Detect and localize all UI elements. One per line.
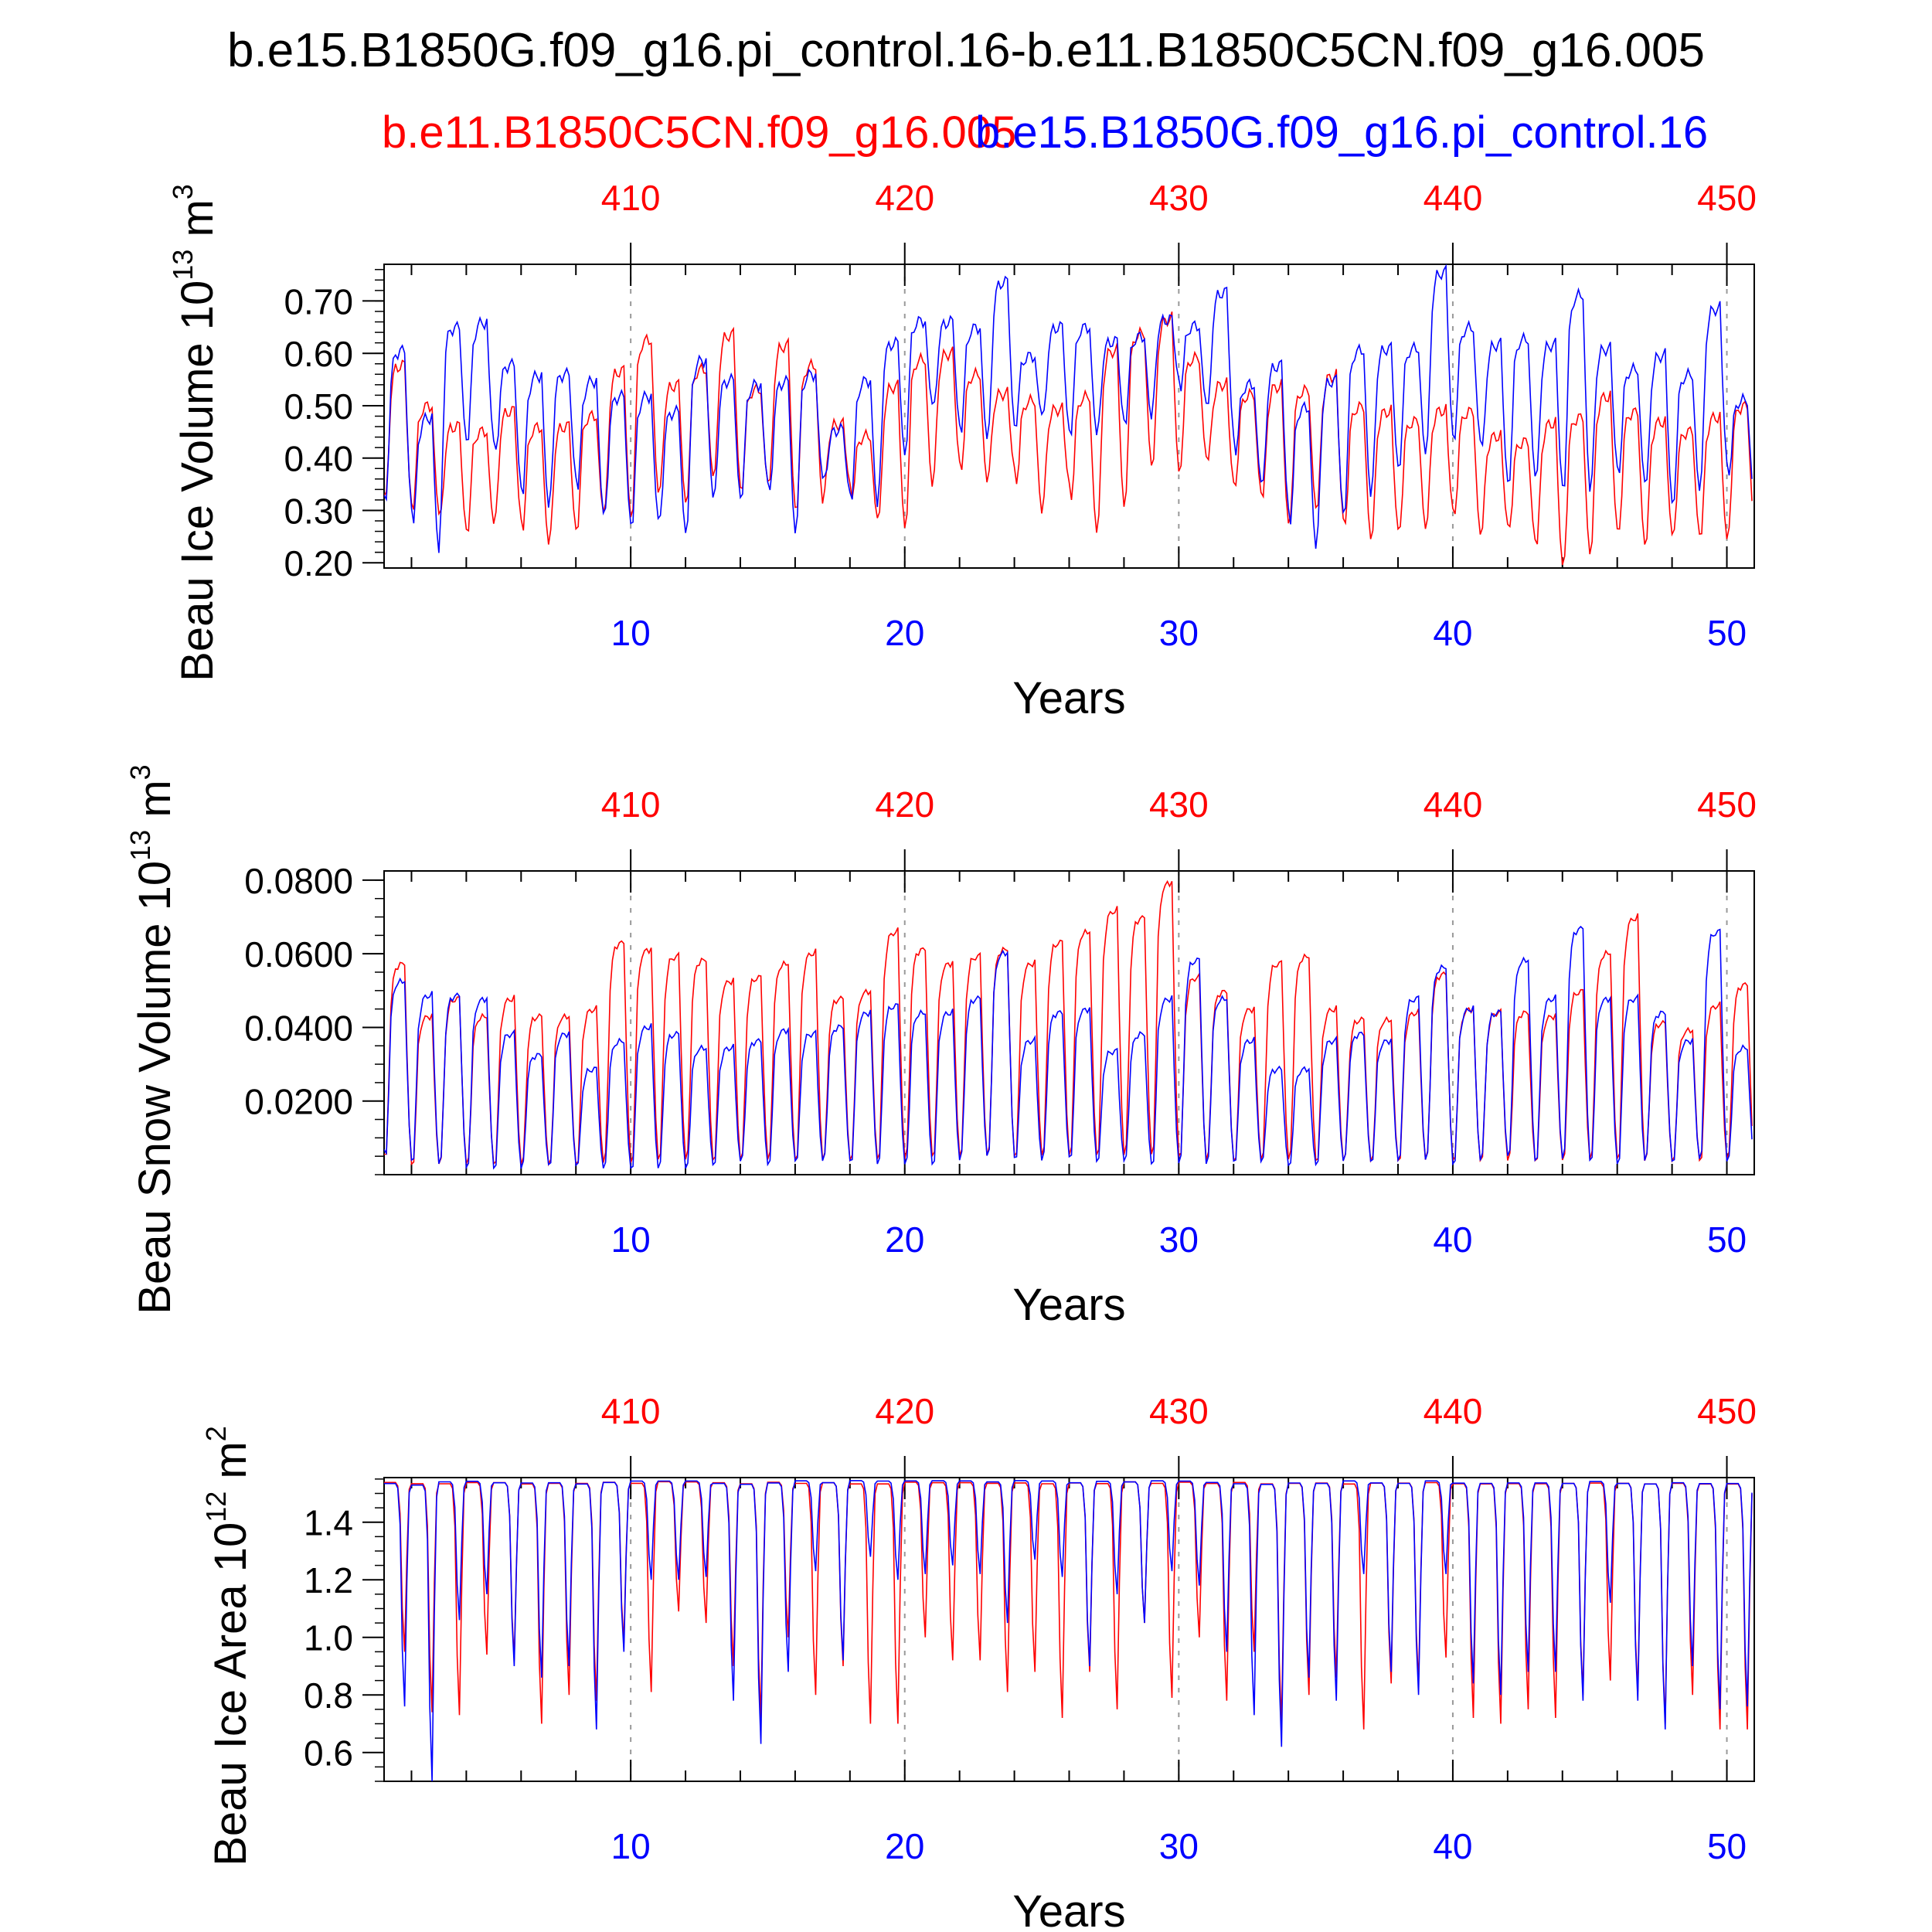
ytick-label: 0.60	[284, 334, 353, 374]
figure-title: b.e15.B1850G.f09_g16.pi_control.16-b.e11…	[227, 24, 1705, 77]
xtick-label-bottom: 40	[1433, 1219, 1472, 1260]
xtick-label-bottom: 30	[1159, 1826, 1199, 1866]
y-axis-label: Beau Snow Volume 1013 m3	[124, 764, 180, 1314]
plot-frame	[383, 1477, 1755, 1782]
panel-1: 0.20 0.30 0.40 0.50 0.60 0.70 10 410 20 420 30 430 4…	[167, 178, 1757, 723]
ytick-label: 1.0	[304, 1618, 353, 1658]
x-axis-label: Years	[1012, 1280, 1125, 1330]
xtick-label-bottom: 50	[1707, 613, 1747, 653]
xtick-label-bottom: 30	[1159, 613, 1199, 653]
ytick-label: 0.70	[284, 281, 353, 321]
xtick-label-top: 440	[1423, 784, 1483, 825]
xtick-label-bottom: 20	[885, 1219, 924, 1260]
xtick-label-top: 450	[1697, 1391, 1757, 1431]
series-line-blue	[384, 925, 1753, 1170]
y-axis-label-part: m	[206, 1441, 256, 1491]
ytick-label: 0.50	[284, 386, 353, 427]
xtick-label-top: 450	[1697, 178, 1757, 218]
y-axis-label-part: 12	[200, 1492, 232, 1522]
ytick-label: 0.20	[284, 543, 353, 583]
series-line-blue	[384, 1480, 1753, 1781]
legend-label-blue-series: b.e15.B1850G.f09_g16.pi_control.16	[975, 107, 1709, 158]
y-axis-label: Beau Ice Volume 1013 m3	[167, 184, 223, 682]
ytick-label: 1.4	[304, 1503, 353, 1543]
panel-3: 0.6 0.8 1.0 1.2 1.4 10 410 20 420 30 430 40 440 50 450…	[200, 1391, 1757, 1932]
xtick-label-top: 440	[1423, 1391, 1483, 1431]
x-axis-label: Years	[1012, 673, 1125, 723]
y-axis-label-part: Beau Snow Volume 10	[130, 861, 180, 1315]
ytick-label: 0.0800	[244, 861, 353, 901]
series-line-red	[384, 1481, 1753, 1730]
legend-label-red-series: b.e11.B1850C5CN.f09_g16.005	[382, 107, 1017, 158]
xtick-label-top: 410	[601, 178, 661, 218]
ytick-label: 0.0200	[244, 1082, 353, 1122]
xtick-label-bottom: 30	[1159, 1219, 1199, 1260]
xtick-label-bottom: 20	[885, 613, 924, 653]
xtick-label-top: 430	[1149, 784, 1209, 825]
series-line-red	[384, 311, 1753, 566]
y-axis-label-part: Beau Ice Volume 10	[172, 281, 223, 682]
xtick-label-bottom: 40	[1433, 613, 1472, 653]
xtick-label-top: 410	[601, 1391, 661, 1431]
panel-2: 0.0200 0.0400 0.0600 0.0800 10 410 20 420 30 430 4…	[124, 764, 1757, 1330]
y-axis-label-part: m	[130, 780, 180, 829]
ytick-label: 0.8	[304, 1675, 353, 1716]
xtick-label-bottom: 10	[611, 1826, 651, 1866]
x-axis-label: Years	[1012, 1886, 1125, 1932]
ytick-label: 1.2	[304, 1560, 353, 1600]
y-axis-label: Beau Ice Area 1012 m2	[200, 1426, 256, 1866]
y-axis-label-part: m	[172, 199, 223, 249]
ytick-label: 0.0600	[244, 934, 353, 975]
y-axis-label-part: 3	[124, 764, 156, 780]
ytick-label: 0.6	[304, 1733, 353, 1774]
xtick-label-top: 450	[1697, 784, 1757, 825]
ytick-label: 0.0400	[244, 1008, 353, 1048]
xtick-label-bottom: 10	[611, 1219, 651, 1260]
xtick-label-bottom: 40	[1433, 1826, 1472, 1866]
ytick-label: 0.40	[284, 439, 353, 479]
xtick-label-top: 420	[875, 178, 934, 218]
y-axis-label-part: 3	[167, 184, 199, 199]
y-axis-label-part: 13	[124, 830, 156, 861]
series-line-blue	[384, 264, 1753, 553]
xtick-label-top: 410	[601, 784, 661, 825]
y-axis-label-part: Beau Ice Area 10	[206, 1522, 256, 1866]
xtick-label-top: 420	[875, 1391, 934, 1431]
xtick-label-bottom: 50	[1707, 1826, 1747, 1866]
xtick-label-top: 430	[1149, 178, 1209, 218]
xtick-label-bottom: 50	[1707, 1219, 1747, 1260]
xtick-label-bottom: 20	[885, 1826, 924, 1866]
y-axis-label-part: 13	[167, 250, 199, 281]
xtick-label-top: 430	[1149, 1391, 1209, 1431]
ytick-label: 0.30	[284, 491, 353, 531]
y-axis-label-part: 2	[200, 1426, 232, 1441]
plot-frame	[383, 870, 1755, 1175]
xtick-label-top: 420	[875, 784, 934, 825]
series-line-red	[384, 879, 1753, 1167]
xtick-label-top: 440	[1423, 178, 1483, 218]
xtick-label-bottom: 10	[611, 613, 651, 653]
